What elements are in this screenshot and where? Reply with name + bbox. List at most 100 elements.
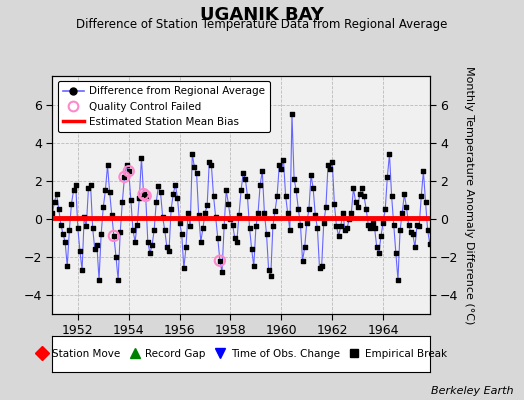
Point bbox=[451, 193, 460, 199]
Point bbox=[296, 221, 304, 228]
Point bbox=[256, 181, 264, 188]
Point bbox=[129, 227, 137, 234]
Point bbox=[425, 240, 434, 247]
Point bbox=[428, 229, 436, 235]
Point bbox=[419, 168, 428, 174]
Point bbox=[354, 204, 362, 210]
Point bbox=[328, 158, 336, 165]
Point bbox=[311, 212, 320, 218]
Point bbox=[358, 185, 366, 192]
Point bbox=[405, 221, 413, 228]
Point bbox=[368, 220, 377, 226]
Point bbox=[167, 206, 176, 212]
Point bbox=[350, 185, 358, 192]
Point bbox=[360, 193, 368, 199]
Point bbox=[341, 227, 349, 234]
Point bbox=[121, 174, 129, 180]
Point bbox=[292, 187, 300, 194]
Point bbox=[318, 263, 326, 270]
Point bbox=[150, 227, 158, 234]
Point bbox=[231, 235, 239, 241]
Point bbox=[434, 191, 442, 197]
Point bbox=[366, 225, 375, 232]
Point bbox=[247, 246, 256, 252]
Point bbox=[324, 162, 332, 169]
Point bbox=[379, 220, 387, 226]
Point bbox=[279, 156, 288, 163]
Point bbox=[194, 212, 203, 218]
Point bbox=[258, 168, 267, 174]
Point bbox=[322, 204, 330, 210]
Point bbox=[290, 176, 298, 182]
Point bbox=[114, 276, 122, 283]
Point bbox=[252, 223, 260, 230]
Point bbox=[48, 210, 57, 216]
Point bbox=[186, 223, 194, 230]
Point bbox=[91, 246, 99, 252]
Point bbox=[228, 221, 237, 228]
Point bbox=[61, 238, 69, 245]
Point bbox=[162, 244, 171, 250]
Point bbox=[222, 187, 231, 194]
Point bbox=[76, 248, 84, 254]
Point bbox=[453, 200, 462, 207]
Point bbox=[400, 191, 409, 197]
Point bbox=[146, 250, 154, 256]
Point bbox=[267, 273, 275, 279]
Point bbox=[52, 191, 61, 197]
Point bbox=[214, 235, 222, 241]
Point bbox=[305, 206, 313, 212]
Point bbox=[95, 276, 103, 283]
Point bbox=[59, 231, 67, 237]
Point bbox=[260, 210, 269, 216]
Point bbox=[339, 210, 347, 216]
Point bbox=[176, 220, 184, 226]
Y-axis label: Monthly Temperature Anomaly Difference (°C): Monthly Temperature Anomaly Difference (… bbox=[464, 66, 474, 324]
Point bbox=[78, 267, 86, 274]
Point bbox=[421, 198, 430, 205]
Point bbox=[196, 238, 205, 245]
Point bbox=[389, 221, 398, 228]
Point bbox=[277, 166, 286, 172]
Point bbox=[445, 225, 453, 232]
Point bbox=[391, 250, 400, 256]
Point bbox=[375, 250, 383, 256]
Point bbox=[373, 244, 381, 250]
Point bbox=[269, 223, 277, 230]
Point bbox=[93, 242, 101, 249]
Point bbox=[226, 216, 235, 222]
Point bbox=[402, 204, 411, 210]
Point bbox=[275, 162, 283, 169]
Point bbox=[235, 212, 243, 218]
Point bbox=[273, 193, 281, 199]
Point bbox=[220, 223, 228, 230]
Point bbox=[398, 210, 407, 216]
Point bbox=[336, 223, 345, 230]
Point bbox=[133, 221, 141, 228]
Point bbox=[385, 151, 394, 157]
Point bbox=[216, 258, 224, 264]
Point bbox=[407, 229, 415, 235]
Point bbox=[411, 244, 419, 250]
Point bbox=[160, 227, 169, 234]
Point bbox=[180, 265, 188, 272]
Point bbox=[141, 193, 150, 199]
Point bbox=[205, 158, 213, 165]
Point bbox=[449, 200, 457, 207]
Point bbox=[84, 185, 93, 192]
Point bbox=[315, 265, 324, 272]
Point bbox=[313, 225, 322, 232]
Point bbox=[362, 206, 370, 212]
Point bbox=[356, 191, 364, 197]
Point bbox=[241, 176, 249, 182]
Point bbox=[82, 223, 91, 230]
Point bbox=[80, 214, 89, 220]
Point bbox=[110, 233, 118, 239]
Point bbox=[237, 187, 245, 194]
Point bbox=[212, 214, 220, 220]
Point bbox=[298, 258, 307, 264]
Point bbox=[334, 233, 343, 239]
Point bbox=[165, 248, 173, 254]
Point bbox=[57, 221, 65, 228]
Point bbox=[330, 200, 339, 207]
